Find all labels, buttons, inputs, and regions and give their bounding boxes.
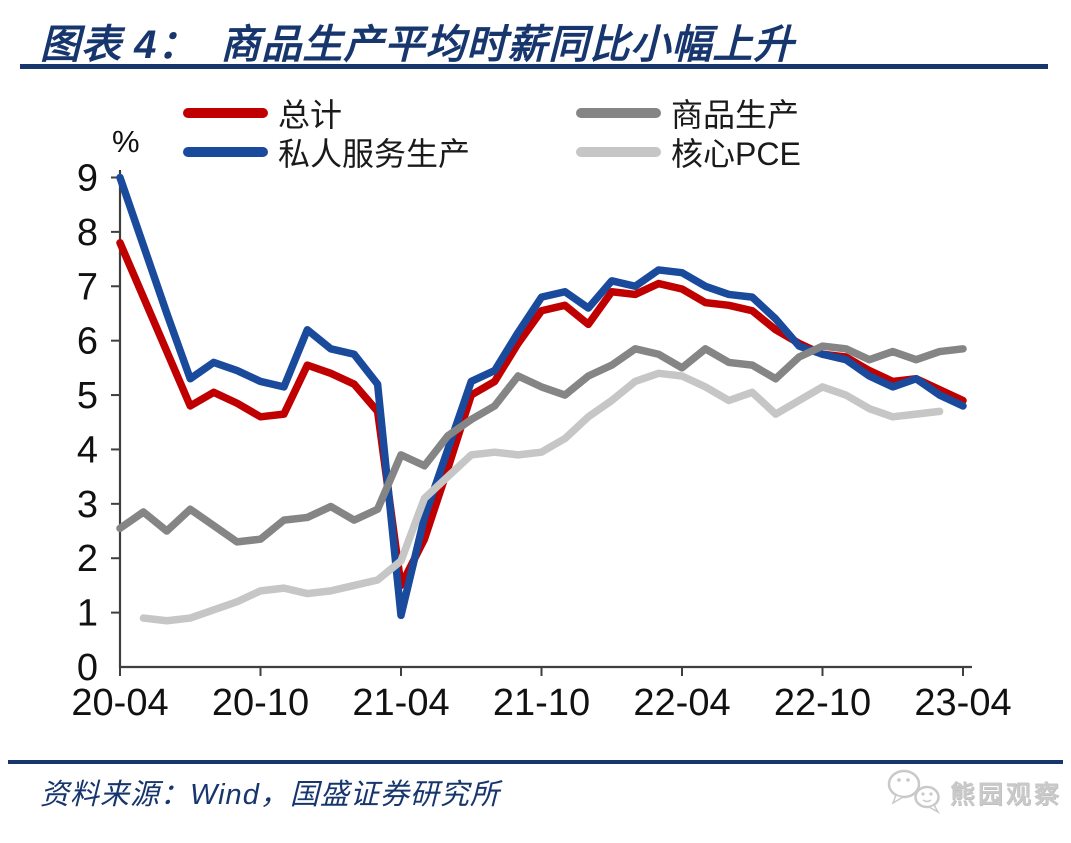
x-axis-tick-label: 23-04 — [914, 682, 1011, 724]
y-axis-tick-label: 5 — [77, 375, 98, 417]
y-axis-tick-label: 6 — [77, 321, 98, 363]
axis-lines — [118, 170, 972, 669]
y-axis-tick-label: 3 — [77, 484, 98, 526]
legend-label-private-services: 私人服务生产 — [278, 136, 471, 172]
legend-label-core-pce: 核心PCE — [671, 136, 801, 172]
figure-title-text: 商品生产平均时薪同比小幅上升 — [220, 23, 795, 67]
legend-swatch-goods-production — [576, 108, 661, 118]
series-line-goods-production — [116, 342, 967, 546]
footer-divider — [8, 760, 1063, 764]
y-axis-unit-label: % — [112, 124, 140, 159]
legend-label-goods-production: 商品生产 — [671, 97, 800, 133]
y-axis-tick-label: 1 — [77, 593, 98, 635]
line-chart: 0 1 2 3 4 5 6 7 8 9 20-04 20-10 21-04 21-10 22-04 22-10… — [71, 158, 1011, 725]
source-attribution: 资料来源：Wind，国盛证券研究所 — [40, 779, 500, 811]
chat-bubbles-icon — [887, 769, 940, 814]
y-axis-tick-label: 4 — [77, 429, 98, 471]
legend-item-goods-production: 商品生产 — [576, 96, 799, 133]
x-axis-tick-label: 21-04 — [352, 682, 449, 724]
legend-label-total: 总计 — [278, 97, 343, 133]
figure-number-label: 图表 4： — [40, 23, 199, 67]
x-axis-tick-label: 21-10 — [493, 682, 590, 724]
legend-item-total: 总计 — [183, 96, 342, 133]
x-axis-tick-label: 22-10 — [774, 682, 871, 724]
legend-swatch-private-services — [183, 147, 268, 157]
x-axis-tick-label: 20-04 — [71, 682, 168, 724]
y-axis-tick-label: 8 — [77, 212, 98, 254]
y-axis-tick-label: 2 — [77, 538, 98, 580]
watermark: 熊园观察 — [884, 766, 1062, 820]
legend-item-private-services: 私人服务生产 — [183, 135, 470, 172]
y-axis-tick-label: 0 — [77, 647, 98, 689]
y-axis-tick-label: 7 — [77, 266, 98, 308]
series-line-core-pce — [139, 369, 944, 625]
legend-swatch-core-pce — [576, 147, 661, 157]
x-axis-tick-label: 20-10 — [212, 682, 309, 724]
legend-item-core-pce: 核心PCE — [576, 135, 801, 172]
y-axis-tick-label: 9 — [77, 158, 98, 200]
title-divider — [20, 64, 1048, 69]
x-axis-tick-label: 22-04 — [633, 682, 730, 724]
legend-swatch-total — [183, 108, 268, 118]
watermark-text: 熊园观察 — [950, 781, 1063, 809]
series-line-private-services — [116, 173, 967, 620]
page-title: 图表 4： 商品生产平均时薪同比小幅上升 — [40, 12, 794, 70]
